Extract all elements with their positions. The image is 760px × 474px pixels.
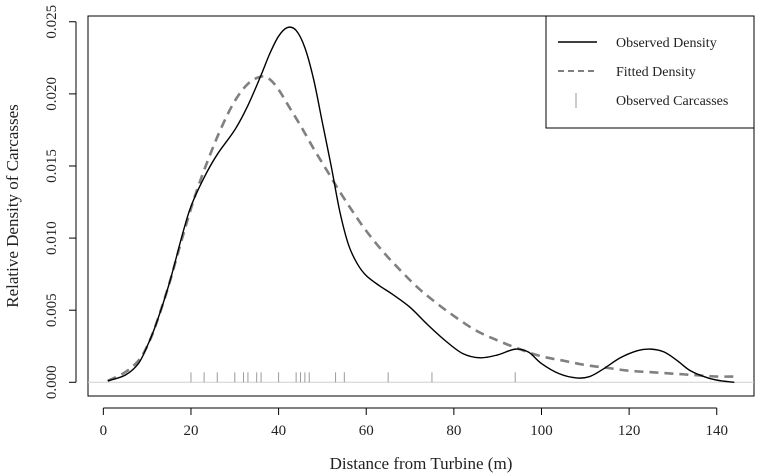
y-axis-title: Relative Density of Carcasses	[3, 104, 22, 307]
x-tick-label: 60	[359, 423, 374, 439]
x-tick-label: 0	[100, 423, 108, 439]
plot-area	[87, 15, 755, 397]
legend-observed-carcasses-label: Observed Carcasses	[616, 94, 728, 109]
y-tick-label: 0.015	[44, 149, 60, 183]
y-tick-label: 0.025	[44, 5, 60, 39]
plot-frame	[87, 15, 755, 397]
y-axis: 0.000 0.005 0.010 0.015 0.020 0.025	[44, 5, 77, 399]
series-lines	[107, 26, 735, 383]
x-axis-title: Distance from Turbine (m)	[330, 454, 513, 473]
y-tick-label: 0.000	[44, 365, 60, 399]
y-tick-label: 0.005	[44, 293, 60, 327]
y-tick-label: 0.010	[44, 221, 60, 255]
legend: Observed Density Fitted Density Observed…	[545, 15, 755, 129]
x-tick-label: 100	[530, 423, 553, 439]
legend-fitted-density-label: Fitted Density	[616, 65, 696, 80]
x-tick-label: 140	[706, 423, 729, 439]
x-tick-label: 40	[271, 423, 286, 439]
fitted-density-line	[107, 75, 735, 383]
x-tick-label: 20	[183, 423, 198, 439]
x-tick-label: 120	[618, 423, 641, 439]
observed-density-line	[107, 26, 735, 383]
x-axis: 0 20 40 60 80 100 120 140	[100, 407, 729, 439]
legend-observed-density-label: Observed Density	[616, 36, 717, 51]
y-tick-label: 0.020	[44, 77, 60, 111]
rug-marks	[190, 372, 516, 383]
x-tick-label: 80	[446, 423, 461, 439]
